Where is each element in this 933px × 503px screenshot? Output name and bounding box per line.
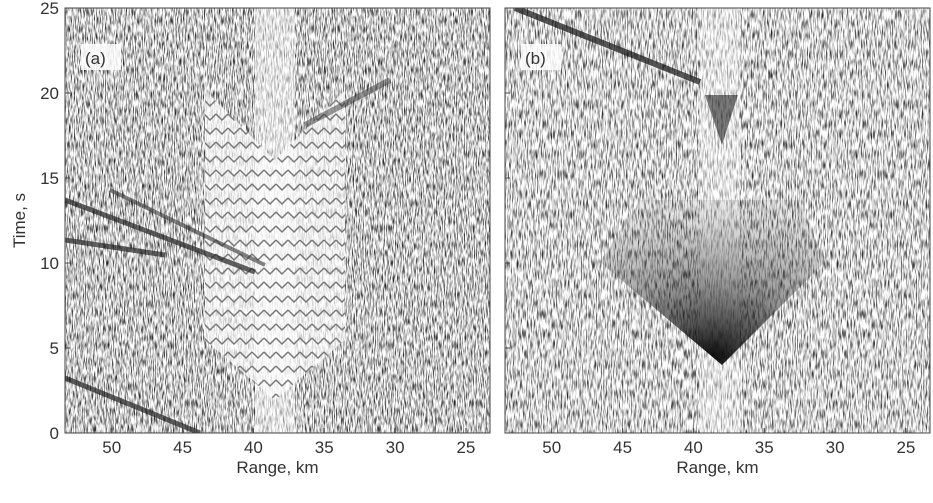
y-tick-label: 5: [50, 339, 59, 358]
y-tick-label: 20: [40, 84, 59, 103]
x-tick-label: 40: [244, 438, 263, 457]
x-tick-label: 45: [613, 438, 632, 457]
panel-label-bg: [81, 44, 121, 70]
y-tick-label: 0: [50, 424, 59, 443]
x-tick-label: 50: [542, 438, 561, 457]
x-tick-label: 50: [102, 438, 121, 457]
x-tick-label: 30: [826, 438, 845, 457]
x-tick-label: 25: [896, 438, 915, 457]
x-tick-label: 35: [315, 438, 334, 457]
panel-b-image: [505, 8, 930, 433]
panel-label: (b): [525, 49, 546, 68]
x-tick-label: 35: [755, 438, 774, 457]
panel-label-bg: [521, 44, 561, 70]
y-tick-label: 25: [40, 0, 59, 18]
panel-label: (a): [85, 49, 106, 68]
y-axis-label: Time, s: [10, 193, 29, 248]
x-tick-label: 40: [684, 438, 703, 457]
x-axis-label: Range, km: [236, 458, 318, 477]
x-tick-label: 45: [173, 438, 192, 457]
y-tick-label: 10: [40, 254, 59, 273]
plot-frame: [64, 7, 491, 434]
x-axis-label: Range, km: [676, 458, 758, 477]
y-tick-label: 15: [40, 169, 59, 188]
x-tick-label: 30: [386, 438, 405, 457]
panel-a-image: [65, 8, 490, 433]
x-tick-label: 25: [456, 438, 475, 457]
plot-frame: [504, 7, 931, 434]
